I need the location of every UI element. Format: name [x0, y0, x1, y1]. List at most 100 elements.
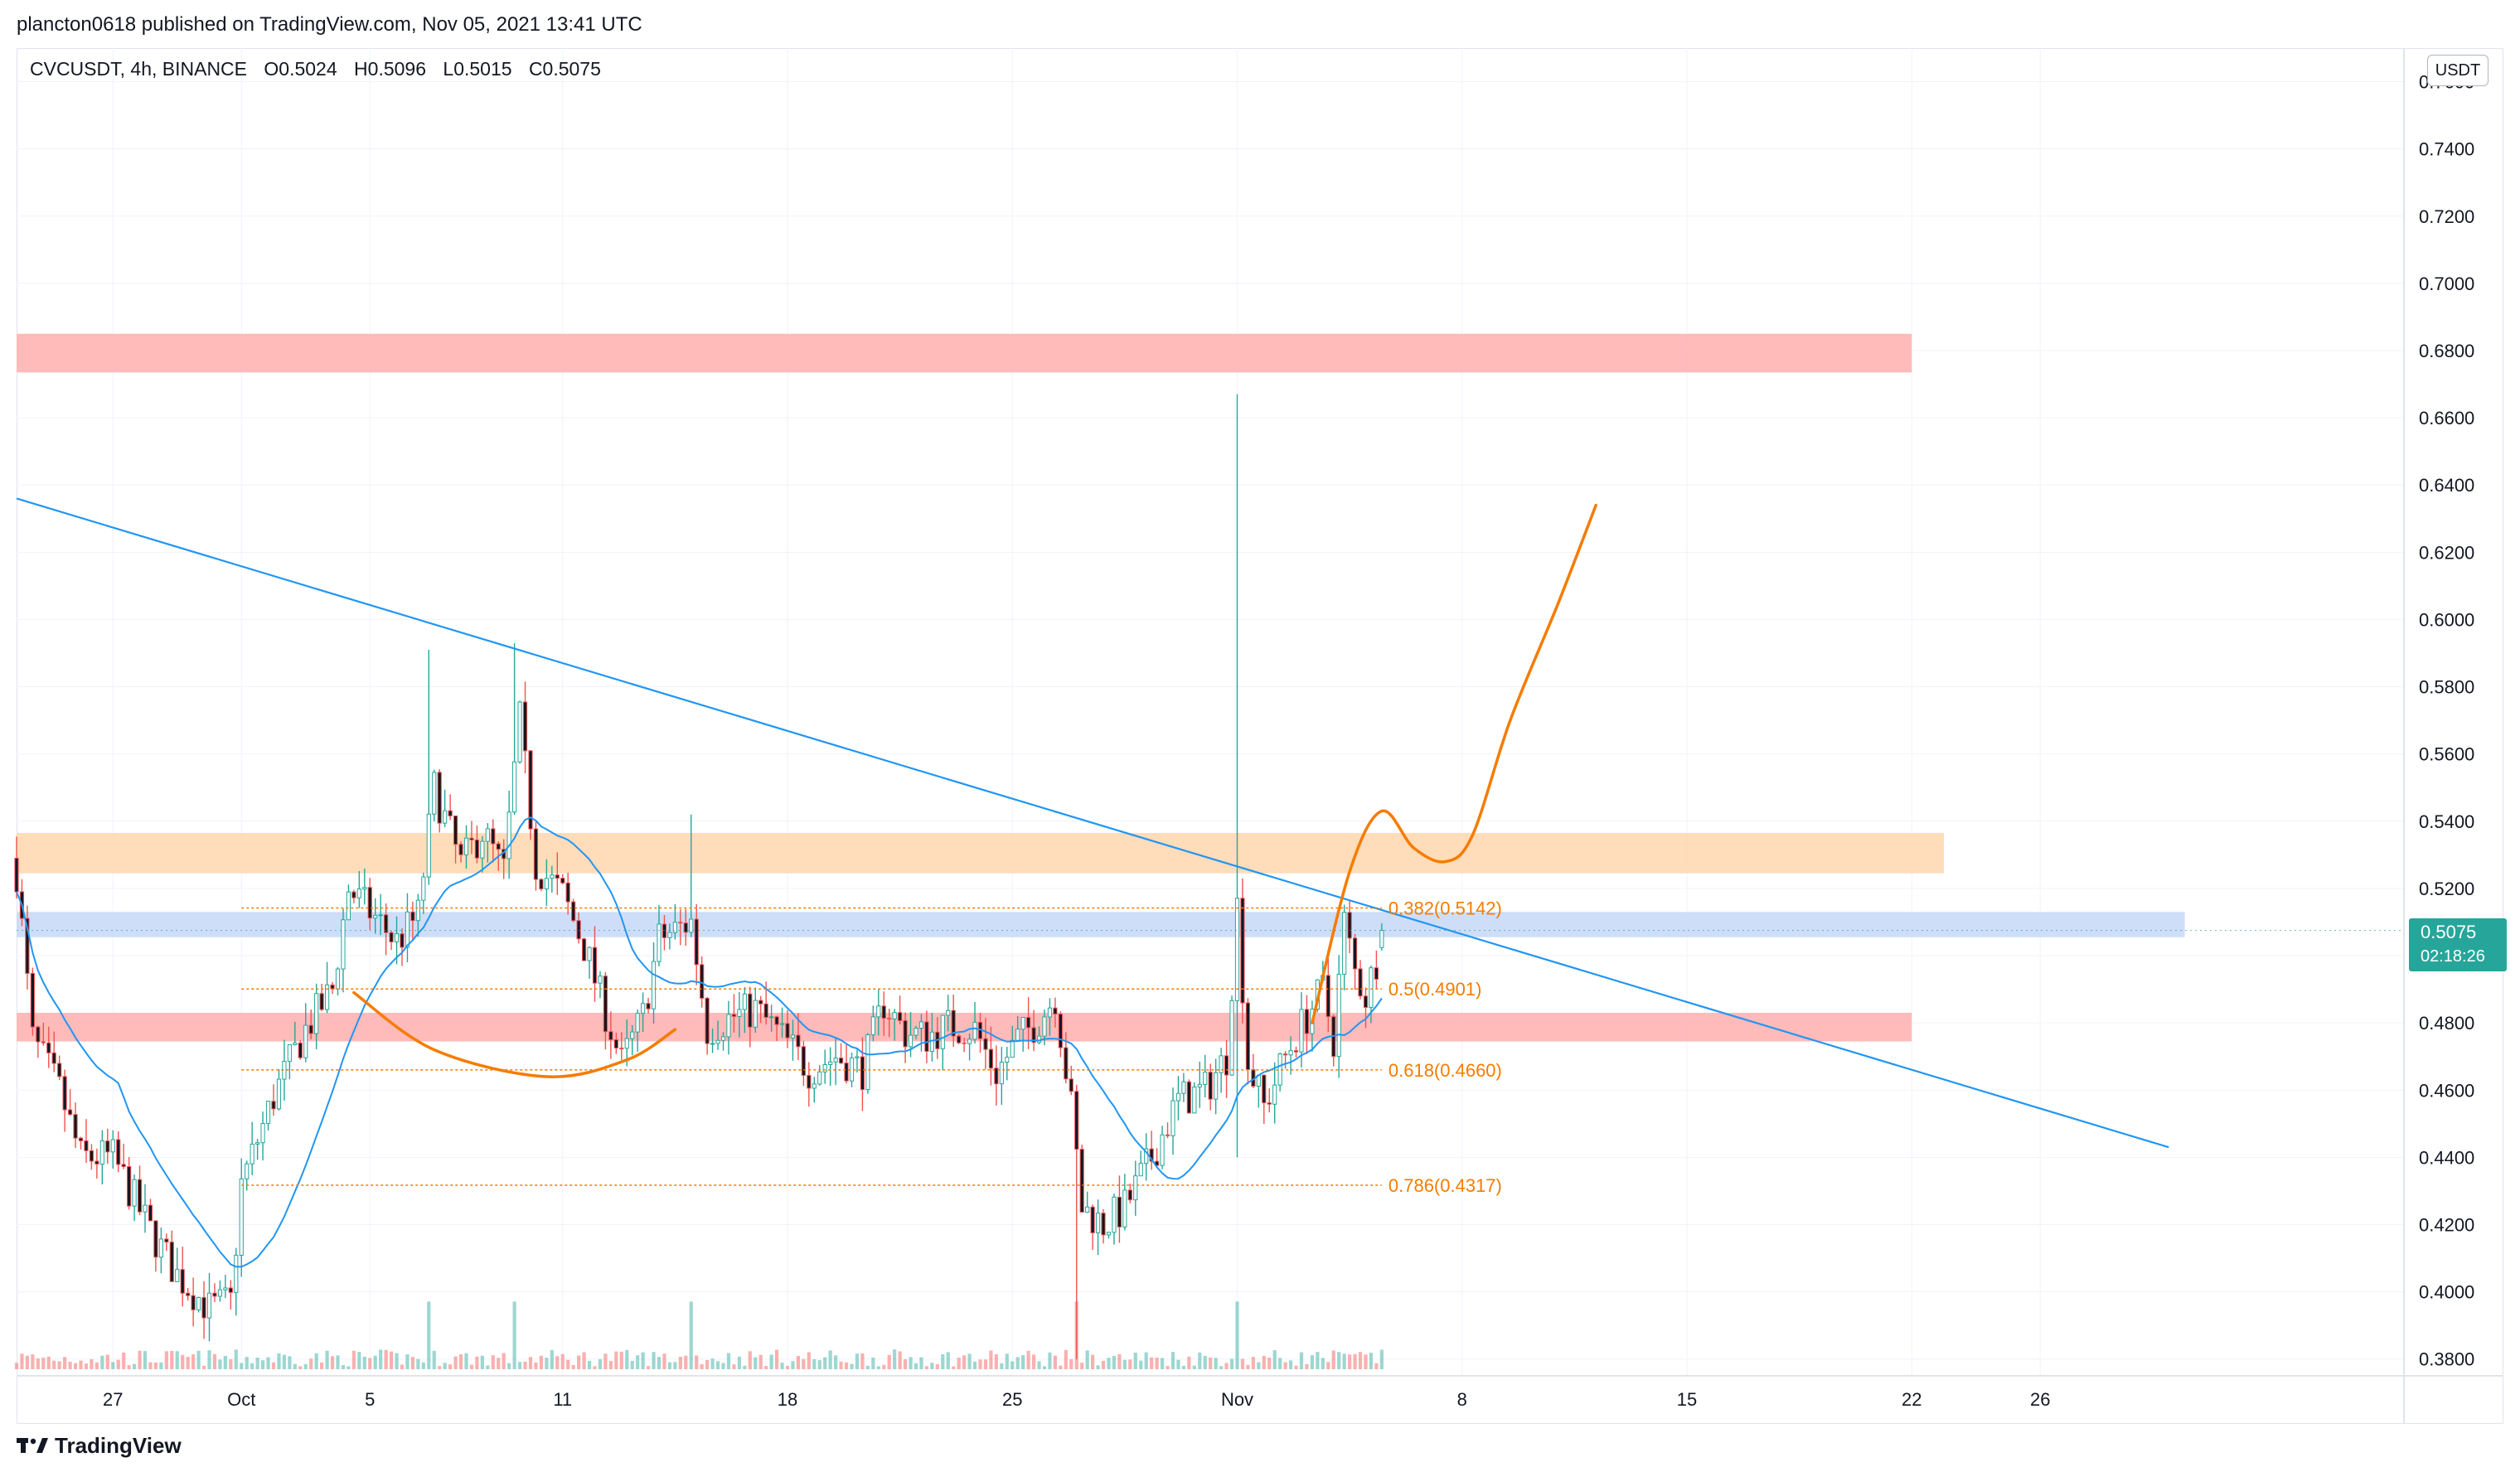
candle-body[interactable]	[1031, 1027, 1036, 1043]
candle-body[interactable]	[287, 1043, 292, 1063]
candle-body[interactable]	[790, 1034, 796, 1039]
candle-body[interactable]	[191, 1295, 196, 1310]
candle-body[interactable]	[672, 922, 677, 933]
legend-symbol[interactable]: CVCUSDT, 4h, BINANCE	[30, 58, 248, 80]
zone-support[interactable]	[17, 1012, 1912, 1042]
candle-body[interactable]	[1352, 937, 1358, 970]
candle-body[interactable]	[367, 887, 372, 919]
candle-body[interactable]	[474, 839, 480, 859]
candle-body[interactable]	[217, 1289, 223, 1297]
candle-body[interactable]	[705, 997, 710, 1044]
candle-body[interactable]	[565, 882, 570, 903]
candle-body[interactable]	[410, 911, 415, 922]
candle-body[interactable]	[426, 813, 431, 878]
candle-body[interactable]	[293, 1042, 298, 1045]
candle-body[interactable]	[1369, 967, 1374, 1008]
candle-body[interactable]	[903, 1019, 908, 1048]
candle-body[interactable]	[1058, 1013, 1063, 1048]
candle-body[interactable]	[801, 1046, 806, 1077]
candle-body[interactable]	[710, 1043, 715, 1045]
candle-body[interactable]	[807, 1075, 812, 1089]
candle-body[interactable]	[1079, 1149, 1084, 1213]
candle-body[interactable]	[1214, 1072, 1219, 1100]
candle-body[interactable]	[1234, 898, 1240, 1001]
candle-body[interactable]	[689, 918, 694, 933]
candle-body[interactable]	[73, 1114, 78, 1139]
candle-body[interactable]	[480, 840, 485, 859]
price-chart[interactable]: 0.382(0.5142) 0.5(0.4901) 0.618(0.4660) 0.7…	[0, 0, 2520, 1427]
descending-trendline[interactable]	[16, 497, 2169, 1149]
candle-body[interactable]	[362, 887, 367, 890]
candle-body[interactable]	[105, 1140, 110, 1153]
candle-body[interactable]	[683, 922, 688, 933]
candle-body[interactable]	[624, 1038, 629, 1049]
candle-body[interactable]	[726, 1014, 731, 1038]
candle-body[interactable]	[522, 701, 528, 752]
candle-body[interactable]	[731, 1014, 737, 1017]
candle-body[interactable]	[206, 1292, 212, 1319]
candle-body[interactable]	[324, 984, 330, 1010]
candle-body[interactable]	[571, 901, 576, 922]
candle-body[interactable]	[341, 919, 346, 970]
candle-body[interactable]	[453, 815, 458, 845]
candle-body[interactable]	[1203, 1072, 1208, 1085]
candle-body[interactable]	[196, 1296, 201, 1310]
candle-body[interactable]	[1374, 967, 1379, 980]
candle-body[interactable]	[1299, 1009, 1304, 1053]
candle-body[interactable]	[346, 891, 351, 921]
candle-body[interactable]	[89, 1150, 94, 1162]
candle-body[interactable]	[51, 1052, 56, 1064]
candle-body[interactable]	[1293, 1050, 1299, 1053]
candle-body[interactable]	[988, 1048, 994, 1069]
candle-body[interactable]	[1197, 1083, 1202, 1088]
zone-resistance[interactable]	[17, 333, 1912, 373]
candle-body[interactable]	[576, 920, 581, 940]
candle-body[interactable]	[881, 1005, 886, 1019]
candle-body[interactable]	[1272, 1084, 1277, 1105]
candle-body[interactable]	[276, 1078, 282, 1110]
candle-body[interactable]	[186, 1292, 191, 1296]
candle-body[interactable]	[550, 874, 555, 879]
candle-body[interactable]	[239, 1178, 244, 1256]
candle-body[interactable]	[94, 1160, 99, 1165]
candle-body[interactable]	[544, 878, 549, 889]
candle-body[interactable]	[491, 828, 496, 845]
candle-body[interactable]	[651, 961, 657, 1009]
candle-body[interactable]	[1122, 1189, 1127, 1227]
candle-body[interactable]	[855, 1056, 860, 1058]
candle-body[interactable]	[1085, 1206, 1090, 1213]
candle-body[interactable]	[1005, 1057, 1010, 1063]
zone-blue[interactable]	[17, 912, 2185, 937]
candle-body[interactable]	[865, 1034, 870, 1091]
candle-body[interactable]	[148, 1204, 153, 1222]
candle-body[interactable]	[630, 1031, 635, 1039]
candle-body[interactable]	[228, 1287, 233, 1293]
candle-body[interactable]	[1010, 1039, 1015, 1058]
candle-body[interactable]	[99, 1140, 104, 1165]
candle-body[interactable]	[250, 1143, 254, 1164]
candle-body[interactable]	[769, 1016, 774, 1019]
candle-body[interactable]	[539, 879, 544, 889]
candle-body[interactable]	[1015, 1029, 1020, 1041]
candle-body[interactable]	[1240, 898, 1245, 1004]
candle-body[interactable]	[1117, 1196, 1122, 1227]
candle-body[interactable]	[1053, 1007, 1058, 1014]
candle-body[interactable]	[918, 1021, 924, 1029]
candle-body[interactable]	[1267, 1102, 1272, 1105]
candle-body[interactable]	[533, 828, 539, 880]
candle-body[interactable]	[506, 811, 511, 859]
candle-body[interactable]	[1283, 1053, 1288, 1056]
candle-body[interactable]	[528, 750, 533, 830]
candle-body[interactable]	[753, 1000, 758, 1028]
candle-body[interactable]	[169, 1242, 174, 1282]
candle-body[interactable]	[1181, 1081, 1186, 1094]
candle-body[interactable]	[1020, 1017, 1025, 1030]
candle-body[interactable]	[828, 1061, 833, 1066]
candle-body[interactable]	[957, 1035, 962, 1043]
candle-body[interactable]	[1304, 1009, 1310, 1034]
candle-body[interactable]	[812, 1083, 817, 1089]
candle-body[interactable]	[1358, 968, 1363, 997]
candle-body[interactable]	[715, 1039, 720, 1044]
candle-body[interactable]	[994, 1068, 999, 1085]
candle-body[interactable]	[1379, 930, 1384, 948]
